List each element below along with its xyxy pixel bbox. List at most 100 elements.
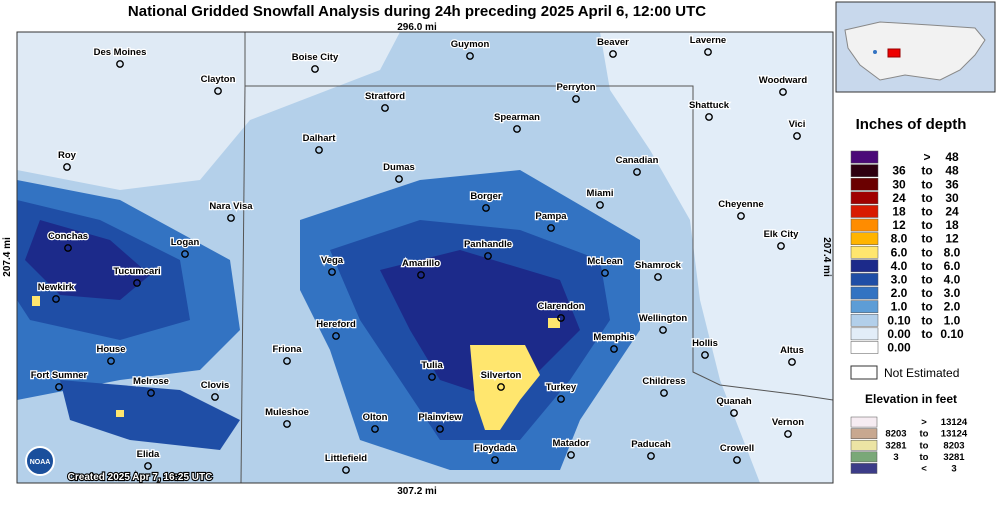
legend-swatch <box>850 232 879 245</box>
legend-label: 12 <box>945 232 959 246</box>
city-label: Perryton <box>556 82 595 93</box>
city-label: Spearman <box>494 112 540 123</box>
city-label: Cheyenne <box>718 199 763 210</box>
legend-title: Inches of depth <box>856 116 967 133</box>
city-label: Friona <box>272 344 302 355</box>
city-label: Nara Visa <box>209 201 253 212</box>
legend-label: 12 <box>892 218 906 232</box>
city-label: Conchas <box>48 231 88 242</box>
legend-label: 2.0 <box>944 300 961 314</box>
city-marker <box>659 326 667 334</box>
legend-label: 30 <box>945 191 959 205</box>
legend-label: 0.10 <box>887 313 911 327</box>
city-marker <box>116 60 124 68</box>
city-label: Vernon <box>772 417 804 428</box>
legend-label: > <box>921 417 927 428</box>
city-marker <box>227 214 235 222</box>
city-marker <box>52 295 60 303</box>
city-label: McLean <box>587 256 623 267</box>
legend-label: to <box>921 300 932 314</box>
city-label: Matador <box>553 438 590 449</box>
legend-label: to <box>920 452 929 463</box>
legend-swatch <box>850 463 878 474</box>
city-marker <box>482 204 490 212</box>
city-marker <box>660 389 668 397</box>
legend-swatch <box>850 341 879 354</box>
city-label: Wellington <box>639 313 688 324</box>
city-marker <box>283 420 291 428</box>
city-marker <box>315 146 323 154</box>
city-marker <box>417 271 425 279</box>
city-marker <box>214 87 222 95</box>
cities: Des Moines Clayton Guymon Boise City Beaver L… <box>30 34 809 474</box>
city-label: Panhandle <box>464 239 512 250</box>
city-label: Clovis <box>201 380 230 391</box>
city-label: Logan <box>171 237 200 248</box>
city-marker <box>332 332 340 340</box>
city-label: Olton <box>363 412 388 423</box>
city-label: Laverne <box>690 35 726 46</box>
legend-label: 8203 <box>885 429 906 440</box>
distance-right: 207.4 mi <box>821 237 832 277</box>
city-label: Turkey <box>546 382 577 393</box>
city-marker <box>633 168 641 176</box>
city-marker <box>64 244 72 252</box>
not-estimated-label: Not Estimated <box>884 366 959 380</box>
city-label: Des Moines <box>94 47 147 58</box>
legend-label: 3.0 <box>944 286 961 300</box>
city-marker <box>701 351 709 359</box>
legend-swatch <box>850 428 878 439</box>
city-label: Hereford <box>316 319 356 330</box>
city-marker <box>547 224 555 232</box>
city-label: Clarendon <box>538 301 585 312</box>
legend-swatch <box>850 191 879 205</box>
city-marker <box>705 113 713 121</box>
legend-label: 3281 <box>943 452 965 463</box>
legend-label: to <box>921 177 932 191</box>
city-label: Tulia <box>421 360 443 371</box>
distance-bottom: 307.2 mi <box>397 486 437 497</box>
city-marker <box>654 273 662 281</box>
city-label: Shattuck <box>689 100 730 111</box>
legend-label: 18 <box>892 205 906 219</box>
city-marker <box>144 462 152 470</box>
legend-swatch <box>850 150 879 164</box>
legend-label: 36 <box>892 164 906 178</box>
city-label: Stratford <box>365 91 405 102</box>
legend-label: to <box>921 327 932 341</box>
city-marker <box>557 395 565 403</box>
city-label: Crowell <box>720 443 754 454</box>
legend-label: 0.00 <box>887 341 911 355</box>
city-marker <box>704 48 712 56</box>
city-marker <box>55 383 63 391</box>
legend-label: to <box>921 313 932 327</box>
city-marker <box>147 389 155 397</box>
legend-label: to <box>921 232 932 246</box>
city-marker <box>777 242 785 250</box>
legend-swatch <box>850 439 878 451</box>
legend-swatch <box>850 245 879 259</box>
city-label: Vici <box>789 119 806 130</box>
legend-label: 8.0 <box>944 245 961 259</box>
city-label: Miami <box>587 188 614 199</box>
city-marker <box>428 373 436 381</box>
city-label: Floydada <box>474 443 516 454</box>
legend-label: 3281 <box>885 440 907 451</box>
legend-label: 48 <box>945 164 959 178</box>
legend-label: to <box>921 245 932 259</box>
city-marker <box>133 279 141 287</box>
city-marker <box>371 425 379 433</box>
legend-label: 6.0 <box>944 259 961 273</box>
legend-label: 8.0 <box>891 232 908 246</box>
legend-label: 13124 <box>941 417 968 428</box>
legend-label: to <box>921 286 932 300</box>
city-label: Dumas <box>383 162 415 173</box>
city-marker <box>395 175 403 183</box>
city-label: Amarillo <box>402 258 440 269</box>
city-label: Muleshoe <box>265 407 309 418</box>
city-marker <box>342 466 350 474</box>
city-label: Melrose <box>133 376 169 387</box>
city-label: Elk City <box>764 229 800 240</box>
